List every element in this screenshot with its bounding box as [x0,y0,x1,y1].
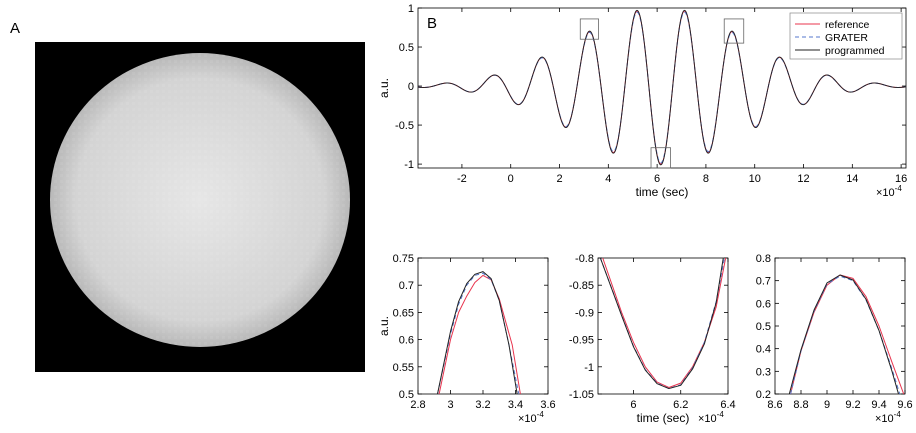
x-tick-label: 14 [846,173,858,185]
y-tick-label: 0.4 [756,344,771,356]
panel-label-b: B [427,15,437,32]
series-line-reference [438,274,521,394]
x-exponent-label: ×10-4 [518,410,544,425]
x-tick-label: 9 [824,399,830,411]
y-tick-label: -0.5 [395,120,414,132]
y-tick-label: -0.8 [575,253,594,265]
x-tick-label: 3 [447,399,453,411]
y-tick-label: 0.75 [393,253,414,265]
y-tick-label: -0.9 [575,307,594,319]
y-tick-label: 1 [408,3,414,15]
x-tick-label: 9.2 [845,399,860,411]
x-exponent-label: ×10-4 [875,410,901,425]
y-tick-label: -1 [404,159,414,171]
series-line-grater [418,11,906,164]
x-tick-label: 2.8 [410,399,425,411]
y-tick-label: 0.5 [399,42,414,54]
series-line-programmed [418,9,906,166]
series-line-grater [790,275,901,394]
plot-frame [597,257,729,395]
x-tick-label: 6.2 [673,399,688,411]
zoom-region-box-2 [650,147,671,169]
legend-entry: reference [825,19,870,31]
plot-frame [417,257,549,395]
x-tick-label: 9.6 [897,399,912,411]
x-tick-label: -2 [457,173,467,185]
y-tick-label: 0.8 [756,253,771,265]
panel-label-a: A [10,20,20,37]
legend-entry: programmed [825,45,885,57]
x-axis-label: time (sec) [636,185,689,199]
zoom-region-box-1 [579,18,599,40]
x-tick-label: 12 [797,173,809,185]
series-line-programmed [599,258,724,390]
y-tick-label: -0.85 [569,280,594,292]
x-tick-label: 8 [703,173,709,185]
y-tick-label: -1.05 [569,389,594,401]
y-tick-label: 0.5 [399,389,414,401]
y-tick-label: 0.7 [399,280,414,292]
x-tick-label: 6 [654,173,660,185]
legend-entry: GRATER [825,32,868,44]
x-tick-label: 2 [556,173,562,185]
y-tick-label: 0.5 [756,321,771,333]
y-tick-label: -0.95 [569,335,594,347]
x-exponent-label: ×10-4 [876,184,902,199]
y-axis-label: a.u. [377,316,391,336]
series-line-reference [790,274,905,394]
x-tick-label: 6.4 [720,399,735,411]
x-tick-label: 0 [508,173,514,185]
y-tick-label: 0.6 [399,335,414,347]
y-tick-label: -1 [584,362,594,374]
legend-box [789,12,903,60]
x-tick-label: 10 [749,173,761,185]
y-tick-label: 0.2 [756,389,771,401]
y-tick-label: 0.6 [756,298,771,310]
main-waveform-plot: -2 0 2 4 6 8 10 12 14 16 -1 -0.5 0 0.5 1 time (sec) a.u.… [377,3,907,199]
x-tick-label: 6 [630,399,636,411]
x-tick-label: 16 [895,173,907,185]
x-tick-label: 3.2 [475,399,490,411]
zoom-region-box-3 [723,18,745,44]
y-tick-label: 0.7 [756,276,771,288]
zoom-plot-3: 8.6 8.8 9 9.2 9.4 9.6 0.2 0.3 0.4 0.5 0.6 0.7 0.8 ×10… [756,253,913,425]
y-tick-label: 0.3 [756,366,771,378]
x-axis-label: time (sec) [637,411,690,425]
phantom-texture [50,53,350,347]
mri-phantom-image [35,42,365,372]
y-axis-label: a.u. [377,78,391,98]
x-tick-label: 4 [605,173,611,185]
y-tick-label: 0.65 [393,307,414,319]
x-tick-label: 3.6 [540,399,555,411]
y-tick-label: 0 [408,81,414,93]
zoom-plot-1: 2.8 3 3.2 3.4 3.6 0.5 0.55 0.6 0.65 0.7 0.75 a.u. ×1… [377,253,556,425]
x-tick-label: 3.4 [508,399,523,411]
series-line-programmed [788,274,899,394]
x-tick-label: 9.4 [871,399,886,411]
x-tick-label: 8.8 [793,399,808,411]
series-line-programmed [437,271,518,394]
series-line-reference [602,258,727,388]
series-line-grater [599,258,725,390]
y-tick-label: 0.55 [393,362,414,374]
x-exponent-label: ×10-4 [698,410,724,425]
x-tick-label: 8.6 [767,399,782,411]
zoom-plot-2: 6 6.2 6.4 -1.05 -1 -0.95 -0.9 -0.85 -0.8 time (se… [569,253,736,425]
